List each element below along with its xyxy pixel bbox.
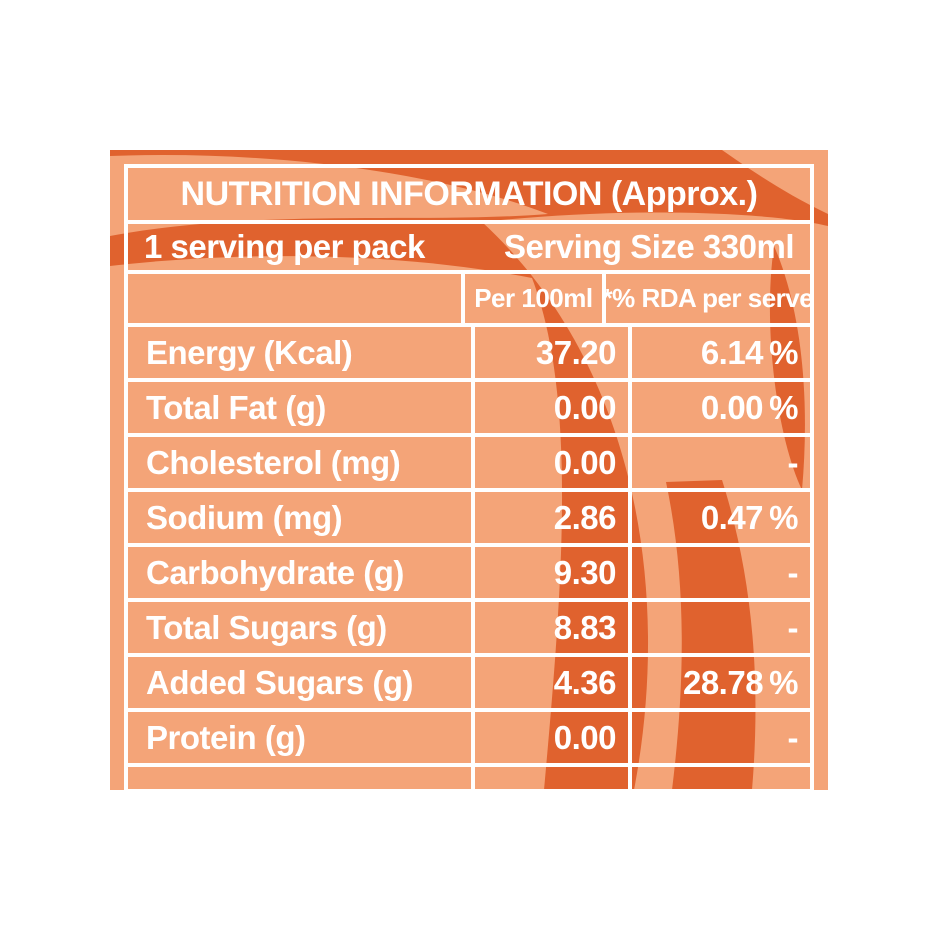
table-title-row: NUTRITION INFORMATION (Approx.) [128, 168, 810, 220]
nutrition-table: NUTRITION INFORMATION (Approx.) 1 servin… [124, 164, 814, 790]
column-header-rda: *% RDA per serve [601, 274, 810, 323]
nutrient-per-100ml: 9.30 [471, 547, 628, 598]
nutrient-rda: 6.14 % [628, 327, 810, 378]
nutrient-rda: 28.78 % [628, 657, 810, 708]
nutrient-rda: 0.47 % [628, 492, 810, 543]
nutrient-per-100ml: 4.36 [471, 657, 628, 708]
nutrient-rda: - [628, 602, 810, 653]
nutrient-per-100ml: 8.83 [471, 602, 628, 653]
nutrient-rda: - [628, 437, 810, 488]
nutrient-per-100ml: 2.86 [471, 492, 628, 543]
nutrient-rda: 0.00 % [628, 382, 810, 433]
column-header-per-100ml: Per 100ml [461, 274, 602, 323]
table-row-protein: Protein (g) 0.00 - [128, 708, 810, 763]
table-title: NUTRITION INFORMATION (Approx.) [180, 174, 758, 213]
table-row-total-sugars: Total Sugars (g) 8.83 - [128, 598, 810, 653]
label-panel: NUTRITION INFORMATION (Approx.) 1 servin… [110, 150, 828, 790]
column-header-row: Per 100ml *% RDA per serve [128, 270, 810, 323]
table-row-total-fat: Total Fat (g) 0.00 0.00 % [128, 378, 810, 433]
column-header-nutrient [128, 274, 461, 323]
nutrient-name: Total Fat (g) [146, 388, 326, 426]
nutrient-name: Carbohydrate (g) [146, 553, 404, 591]
nutrient-name: Total Sugars (g) [146, 608, 387, 646]
serving-size: Serving Size 330ml [504, 228, 794, 265]
nutrient-per-100ml: 0.00 [471, 437, 628, 488]
nutrient-name: Added Sugars (g) [146, 663, 414, 701]
table-row-energy: Energy (Kcal) 37.20 6.14 % [128, 323, 810, 378]
nutrient-per-100ml: 37.20 [471, 327, 628, 378]
table-row-partial-cutoff [128, 763, 810, 789]
table-row-cholesterol: Cholesterol (mg) 0.00 - [128, 433, 810, 488]
nutrient-name: Protein (g) [146, 718, 306, 756]
partial-cell [128, 767, 471, 789]
partial-cell [471, 767, 628, 789]
nutrient-name: Sodium (mg) [146, 498, 343, 536]
nutrient-name: Energy (Kcal) [146, 333, 353, 371]
nutrient-name: Cholesterol (mg) [146, 443, 401, 481]
nutrient-rda: - [628, 547, 810, 598]
partial-cell [628, 767, 810, 789]
servings-per-pack: 1 serving per pack [144, 228, 425, 265]
nutrient-rda: - [628, 712, 810, 763]
nutrient-per-100ml: 0.00 [471, 712, 628, 763]
table-row-sodium: Sodium (mg) 2.86 0.47 % [128, 488, 810, 543]
table-row-carbohydrate: Carbohydrate (g) 9.30 - [128, 543, 810, 598]
table-row-added-sugars: Added Sugars (g) 4.36 28.78 % [128, 653, 810, 708]
nutrient-per-100ml: 0.00 [471, 382, 628, 433]
serving-info-row: 1 serving per pack Serving Size 330ml [128, 220, 810, 270]
